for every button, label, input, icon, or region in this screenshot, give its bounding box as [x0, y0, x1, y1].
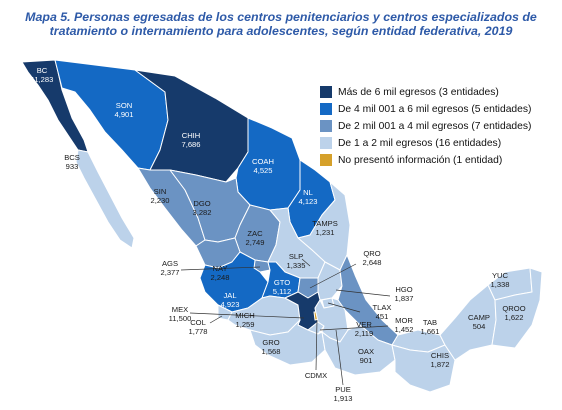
label-hgo-abbr: HGO [395, 285, 412, 294]
legend-swatch-tier-2 [320, 103, 332, 115]
label-ver-value: 2,119 [355, 329, 373, 338]
label-mich-value: 1,259 [235, 320, 254, 329]
label-son-value: 4,901 [114, 110, 133, 119]
label-yuc-value: 1,338 [490, 280, 509, 289]
state-bcs[interactable] [75, 149, 135, 249]
label-cdmx-abbr: CDMX [305, 371, 327, 380]
label-gro-value: 1,568 [261, 347, 280, 356]
legend-item-tier-2: De 4 mil 001 a 6 mil egresos (5 entidade… [320, 101, 531, 117]
label-gto-value: 5,112 [273, 287, 291, 296]
legend-label-tier-4: De 1 a 2 mil egresos (16 entidades) [338, 137, 502, 149]
legend-label-tier-5: No presentó información (1 entidad) [338, 154, 503, 166]
legend-label-tier-1: Más de 6 mil egresos (3 entidades) [338, 86, 499, 98]
label-pue-value: 1,913 [333, 394, 352, 403]
label-bcs-abbr: BCS [64, 153, 80, 162]
label-ags-value: 2,377 [160, 268, 179, 277]
label-mor-abbr: MOR [395, 316, 413, 325]
label-camp-value: 504 [473, 322, 486, 331]
label-chis-value: 1,872 [430, 360, 449, 369]
leader-line-tlax [327, 302, 361, 313]
label-zac-value: 2,749 [245, 238, 264, 247]
label-bcs-value: 933 [66, 162, 79, 171]
label-ver-abbr: VER [356, 320, 372, 329]
label-col-abbr: COL [190, 318, 206, 327]
label-coah-abbr: COAH [252, 157, 274, 166]
state-gro[interactable] [249, 319, 326, 366]
state-chis[interactable] [391, 344, 456, 393]
label-chis-abbr: CHIS [431, 351, 449, 360]
label-coah-value: 4,525 [253, 166, 272, 175]
label-gto-abbr: GTO [274, 278, 290, 287]
label-tab-abbr: TAB [423, 318, 437, 327]
legend-label-tier-3: De 2 mil 001 a 4 mil egresos (7 entidade… [338, 120, 532, 132]
leader-line-qro [309, 263, 357, 289]
legend-item-tier-3: De 2 mil 001 a 4 mil egresos (7 entidade… [320, 118, 531, 134]
legend-item-tier-4: De 1 a 2 mil egresos (16 entidades) [320, 135, 531, 151]
label-sin-abbr: SIN [154, 187, 167, 196]
label-tab-value: 1,661 [420, 327, 439, 336]
label-nay-abbr: NAY [212, 264, 227, 273]
map-title-line-2: tratamiento o internamiento para adolesc… [49, 24, 513, 38]
leader-line-col [209, 315, 223, 324]
leader-line-cdmx [315, 319, 318, 371]
legend-item-tier-1: Más de 6 mil egresos (3 entidades) [320, 84, 531, 100]
label-tlax-abbr: TLAX [373, 303, 392, 312]
label-bc-abbr: BC [37, 66, 48, 75]
label-nl-abbr: NL [303, 188, 313, 197]
map-legend: Más de 6 mil egresos (3 entidades) De 4 … [320, 84, 531, 169]
label-oax-value: 901 [360, 356, 373, 365]
label-mor-value: 1,452 [394, 325, 413, 334]
map-title: Mapa 5. Personas egresadas de los centro… [6, 10, 556, 38]
label-nay-value: 2,248 [210, 273, 229, 282]
label-chih-abbr: CHIH [182, 131, 201, 140]
label-slp-abbr: SLP [289, 252, 303, 261]
label-qroo-value: 1,622 [504, 313, 523, 322]
label-sin-value: 2,230 [150, 196, 169, 205]
state-camp[interactable] [439, 284, 497, 361]
label-jal-abbr: JAL [223, 291, 236, 300]
label-col-value: 1,778 [188, 327, 207, 336]
label-mex-value: 11,500 [169, 314, 192, 323]
legend-item-tier-5: No presentó información (1 entidad) [320, 152, 531, 168]
label-tlax-value: 451 [376, 312, 389, 321]
legend-swatch-tier-1 [320, 86, 332, 98]
label-hgo-value: 1,837 [394, 294, 413, 303]
legend-swatch-tier-4 [320, 137, 332, 149]
label-bc-value: 11,283 [31, 75, 54, 84]
leader-line-pue [335, 329, 344, 386]
legend-swatch-tier-5 [320, 154, 332, 166]
leader-line-mor [319, 325, 389, 331]
leader-line-hgo [335, 289, 391, 297]
label-gro-abbr: GRO [262, 338, 279, 347]
leader-line-ags [180, 266, 261, 271]
label-tamps-value: 1,231 [315, 228, 334, 237]
label-dgo-abbr: DGO [193, 199, 210, 208]
label-nl-value: 4,123 [298, 197, 317, 206]
leader-line-mex [189, 312, 305, 319]
legend-swatch-tier-3 [320, 120, 332, 132]
label-mich-abbr: MICH [235, 311, 254, 320]
label-ags-abbr: AGS [162, 259, 178, 268]
label-oax-abbr: OAX [358, 347, 374, 356]
label-camp-abbr: CAMP [468, 313, 490, 322]
label-mex-abbr: MEX [172, 305, 188, 314]
label-chih-value: 7,686 [181, 140, 200, 149]
label-slp-value: 1,335 [286, 261, 305, 270]
label-zac-abbr: ZAC [247, 229, 263, 238]
label-dgo-value: 3,282 [192, 208, 211, 217]
legend-label-tier-2: De 4 mil 001 a 6 mil egresos (5 entidade… [338, 103, 532, 115]
label-son-abbr: SON [116, 101, 132, 110]
map-title-line-1: Mapa 5. Personas egresadas de los centro… [25, 10, 537, 24]
state-qroo[interactable] [491, 267, 543, 349]
leader-line-slp [301, 258, 311, 267]
label-qro-abbr: QRO [363, 249, 380, 258]
label-jal-value: 4,923 [220, 300, 239, 309]
label-qroo-abbr: QROO [502, 304, 525, 313]
label-tamps-abbr: TAMPS [312, 219, 338, 228]
label-yuc-abbr: YUC [492, 271, 509, 280]
label-qro-value: 2,648 [362, 258, 381, 267]
label-pue-abbr: PUE [335, 385, 351, 394]
